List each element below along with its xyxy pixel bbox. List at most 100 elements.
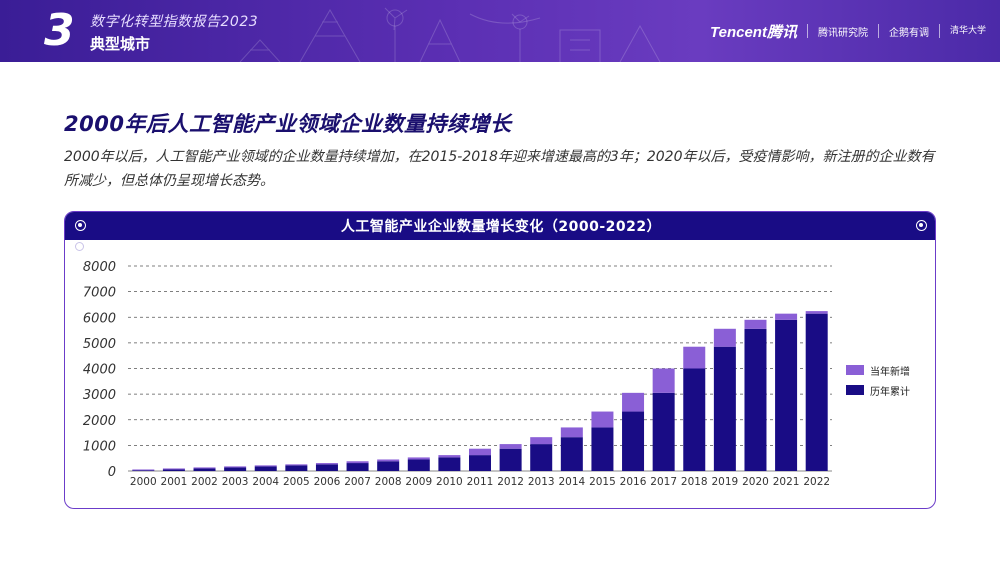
section-number: 3 <box>44 5 75 56</box>
y-tick-label: 3000 <box>83 388 116 403</box>
bar-cumulative <box>438 457 461 471</box>
bar-new <box>713 328 736 347</box>
y-tick-label: 6000 <box>83 311 116 326</box>
bar-new <box>652 368 675 393</box>
x-tick-label: 2011 <box>467 476 494 488</box>
x-tick-label: 2003 <box>222 476 249 488</box>
bar-new <box>683 346 706 369</box>
y-tick-label: 7000 <box>83 286 116 301</box>
bar-new <box>285 464 308 466</box>
partner-logos: Tencent腾讯 腾讯研究院 企鹅有调 清华大学 <box>710 18 986 44</box>
bar-new <box>591 411 614 428</box>
bar-new <box>254 465 277 467</box>
tsinghua-logo: 清华大学 <box>949 25 986 36</box>
bar-cumulative <box>805 313 828 471</box>
x-tick-label: 2014 <box>558 476 585 488</box>
bar-cumulative <box>285 465 308 471</box>
legend-item-new: 当年新增 <box>846 360 910 380</box>
bar-cumulative <box>346 463 369 471</box>
bar-cumulative <box>407 459 430 471</box>
x-tick-label: 2008 <box>375 476 402 488</box>
legend-label-new: 当年新增 <box>870 366 910 378</box>
section-title: 典型城市 <box>90 35 151 53</box>
bar-new <box>407 457 430 460</box>
chart-title: 人工智能产业企业数量增长变化（2000-2022） <box>340 219 662 235</box>
bar-new <box>162 468 185 470</box>
x-tick-label: 2001 <box>161 476 188 488</box>
x-tick-label: 2016 <box>620 476 647 488</box>
y-tick-label: 8000 <box>83 260 116 275</box>
x-tick-label: 2017 <box>650 476 677 488</box>
decorative-dot-icon <box>75 242 84 251</box>
bar-new <box>346 461 369 464</box>
bar-cumulative <box>469 455 491 471</box>
legend-swatch-new <box>846 365 864 375</box>
x-tick-label: 2006 <box>314 476 341 488</box>
bar-cumulative <box>377 461 400 471</box>
bar-cumulative <box>744 328 767 471</box>
x-tick-label: 2010 <box>436 476 463 488</box>
bar-new <box>805 311 828 314</box>
target-icon <box>916 220 927 231</box>
y-tick-label: 1000 <box>83 439 116 454</box>
x-tick-label: 2009 <box>405 476 432 488</box>
bar-cumulative <box>132 470 155 471</box>
legend-item-cumulative: 历年累计 <box>846 380 910 400</box>
legend-swatch-cumulative <box>846 385 864 395</box>
x-tick-label: 2022 <box>803 476 830 488</box>
bar-new <box>315 463 338 465</box>
y-tick-label: 5000 <box>83 337 116 352</box>
bar-cumulative <box>193 468 216 471</box>
bar-cumulative <box>622 411 645 471</box>
tencent-logo: Tencent腾讯 <box>710 23 797 41</box>
bar-cumulative <box>652 392 675 471</box>
bar-new <box>744 319 767 329</box>
y-tick-label: 2000 <box>83 414 116 429</box>
x-tick-label: 2002 <box>191 476 218 488</box>
bar-new <box>499 444 522 449</box>
bar-cumulative <box>315 464 338 471</box>
bar-new <box>377 459 400 462</box>
banner-decoration <box>239 7 661 62</box>
x-tick-label: 2007 <box>344 476 371 488</box>
x-tick-label: 2012 <box>497 476 524 488</box>
bar-cumulative <box>162 469 185 471</box>
y-tick-label: 0 <box>108 465 116 480</box>
chart-header: 人工智能产业企业数量增长变化（2000-2022） <box>65 212 935 240</box>
header-banner: 3 数字化转型指数报告2023 典型城市 Tencent腾讯 腾讯研究院 企鹅有… <box>0 0 1000 62</box>
bar-new <box>224 466 247 468</box>
research-institute-logo: 腾讯研究院 <box>817 27 868 39</box>
page-title: 2000年后人工智能产业领域企业数量持续增长 <box>64 112 512 136</box>
y-tick-label: 4000 <box>83 363 116 378</box>
bar-cumulative <box>254 466 277 471</box>
x-tick-label: 2018 <box>681 476 708 488</box>
x-tick-label: 2020 <box>742 476 769 488</box>
x-tick-label: 2013 <box>528 476 555 488</box>
logo-divider <box>806 24 808 38</box>
bar-new <box>560 427 583 438</box>
bar-new <box>438 455 461 458</box>
bar-cumulative <box>224 467 247 471</box>
x-tick-label: 2005 <box>283 476 310 488</box>
bar-new <box>530 437 553 445</box>
bar-new <box>775 313 798 320</box>
x-tick-label: 2004 <box>252 476 279 488</box>
bar-new <box>132 469 155 471</box>
bar-cumulative <box>499 448 522 471</box>
chart-legend: 当年新增 历年累计 <box>846 360 910 400</box>
bar-new <box>193 467 216 469</box>
bar-new <box>469 448 491 456</box>
legend-label-cumulative: 历年累计 <box>870 386 910 398</box>
page-description: 2000年以后，人工智能产业领域的企业数量持续增加，在2015-2018年迎来增… <box>64 149 935 189</box>
partner-logo: 企鹅有调 <box>888 27 929 39</box>
bar-cumulative <box>591 427 614 471</box>
bar-new <box>622 392 645 412</box>
target-icon <box>75 220 86 231</box>
logo-divider <box>938 24 940 38</box>
bar-cumulative <box>560 437 583 471</box>
x-tick-label: 2000 <box>130 476 157 488</box>
bar-cumulative <box>713 346 736 471</box>
logo-divider <box>877 24 879 38</box>
bar-cumulative <box>775 319 798 471</box>
